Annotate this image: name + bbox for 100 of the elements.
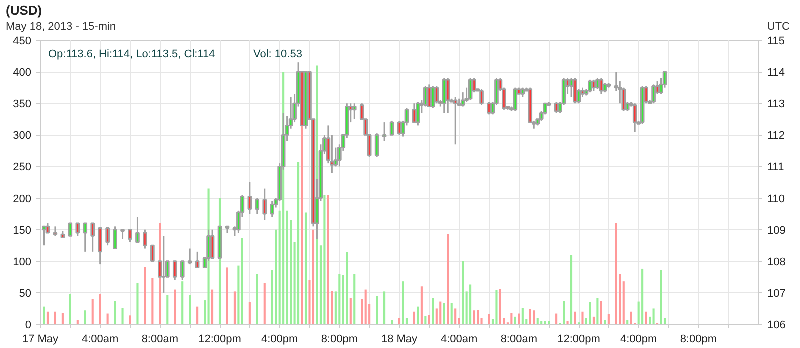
bar bbox=[264, 283, 266, 324]
bar bbox=[615, 224, 618, 324]
bar bbox=[608, 314, 610, 324]
bar bbox=[204, 300, 206, 324]
bar bbox=[432, 298, 434, 324]
candlestick bbox=[128, 229, 132, 244]
bar bbox=[499, 289, 502, 324]
bar bbox=[312, 230, 315, 324]
y2-tick-label: 107 bbox=[768, 288, 786, 300]
bar bbox=[196, 306, 199, 324]
bar bbox=[417, 306, 420, 324]
candlestick bbox=[480, 88, 484, 106]
bar bbox=[256, 274, 258, 324]
candlestick bbox=[390, 120, 394, 136]
y2-tick-label: 106 bbox=[768, 320, 786, 332]
bar bbox=[477, 310, 480, 324]
candlestick bbox=[172, 260, 178, 282]
candlestick bbox=[453, 96, 458, 146]
bar bbox=[286, 210, 288, 324]
candlestick bbox=[120, 229, 125, 240]
bar bbox=[642, 268, 644, 324]
candlestick bbox=[460, 92, 466, 108]
bar bbox=[304, 212, 308, 324]
x-tick-label: 4:00am bbox=[82, 334, 119, 346]
y2-tick-label: 108 bbox=[768, 256, 786, 268]
bar bbox=[570, 255, 573, 324]
y2-tick-label: 109 bbox=[768, 224, 786, 237]
bar bbox=[649, 316, 652, 324]
candlestick bbox=[442, 78, 447, 114]
bar bbox=[234, 292, 236, 324]
bar bbox=[182, 282, 184, 324]
candlestick bbox=[180, 260, 185, 282]
candlestick bbox=[588, 79, 592, 94]
candlestick bbox=[106, 228, 110, 246]
candlestick bbox=[632, 102, 638, 133]
bar bbox=[533, 310, 536, 324]
candlestick bbox=[113, 226, 118, 250]
chart-title: (USD) bbox=[6, 2, 42, 20]
candlestick bbox=[68, 222, 73, 237]
x-tick-label: 4:00am bbox=[440, 334, 478, 346]
bar bbox=[630, 312, 632, 324]
bar bbox=[443, 303, 446, 324]
bar bbox=[488, 314, 490, 324]
text: UTC bbox=[767, 20, 790, 35]
x-tick-label: 4:00pm bbox=[620, 334, 658, 346]
candlestick bbox=[487, 101, 492, 116]
bar bbox=[136, 283, 139, 324]
bar bbox=[402, 282, 404, 324]
bar bbox=[563, 301, 566, 324]
y2-tick-label: 115 bbox=[768, 36, 786, 48]
candlestick bbox=[136, 216, 140, 244]
bar bbox=[582, 312, 584, 324]
bar bbox=[129, 316, 132, 324]
candlestick bbox=[195, 251, 200, 268]
bar bbox=[574, 312, 576, 324]
chart-subtitle: May 18, 2013 - 15-min bbox=[6, 20, 116, 35]
bar bbox=[354, 274, 356, 324]
bar bbox=[473, 310, 476, 324]
bar bbox=[226, 268, 229, 324]
x-tick-label: 4:00pm bbox=[261, 334, 298, 346]
candlestick bbox=[434, 86, 440, 104]
bar bbox=[46, 312, 50, 324]
bar bbox=[54, 312, 56, 324]
bar bbox=[413, 312, 416, 324]
candlestick bbox=[270, 200, 275, 218]
y-tick-label: 300 bbox=[13, 130, 32, 142]
bar bbox=[144, 267, 146, 324]
bar bbox=[43, 306, 46, 324]
candlestick bbox=[262, 188, 268, 222]
y-tick-label: 400 bbox=[13, 67, 32, 80]
bar bbox=[522, 308, 524, 324]
y-tick-label: 200 bbox=[13, 193, 32, 206]
bar bbox=[152, 278, 154, 324]
bar bbox=[384, 292, 386, 324]
bar bbox=[114, 301, 116, 324]
bar bbox=[424, 316, 427, 324]
candlestick bbox=[382, 122, 387, 142]
candlestick bbox=[42, 226, 46, 246]
candlestick bbox=[83, 222, 88, 253]
bar bbox=[84, 310, 86, 324]
candlestick bbox=[573, 78, 578, 104]
x-tick-label: 12:00pm bbox=[558, 334, 600, 346]
bar bbox=[420, 286, 423, 324]
bar bbox=[589, 302, 592, 324]
x-tick-label: 8:00pm bbox=[680, 334, 718, 346]
bar bbox=[361, 299, 364, 324]
candlestick bbox=[352, 102, 357, 120]
bar bbox=[364, 290, 367, 324]
x-tick-label: 12:00pm bbox=[198, 334, 242, 346]
bar bbox=[470, 284, 472, 324]
annotation: Op:113.6, Hi:114, Lo:113.5, Cl:114 bbox=[48, 48, 216, 60]
y2-tick-label: 110 bbox=[768, 193, 786, 206]
candlestick bbox=[416, 101, 420, 126]
bar bbox=[92, 299, 94, 324]
bar bbox=[298, 162, 300, 324]
bar bbox=[622, 282, 625, 324]
bar bbox=[600, 301, 602, 324]
candlestick bbox=[374, 132, 380, 158]
bar bbox=[454, 308, 457, 324]
bar bbox=[536, 318, 539, 324]
